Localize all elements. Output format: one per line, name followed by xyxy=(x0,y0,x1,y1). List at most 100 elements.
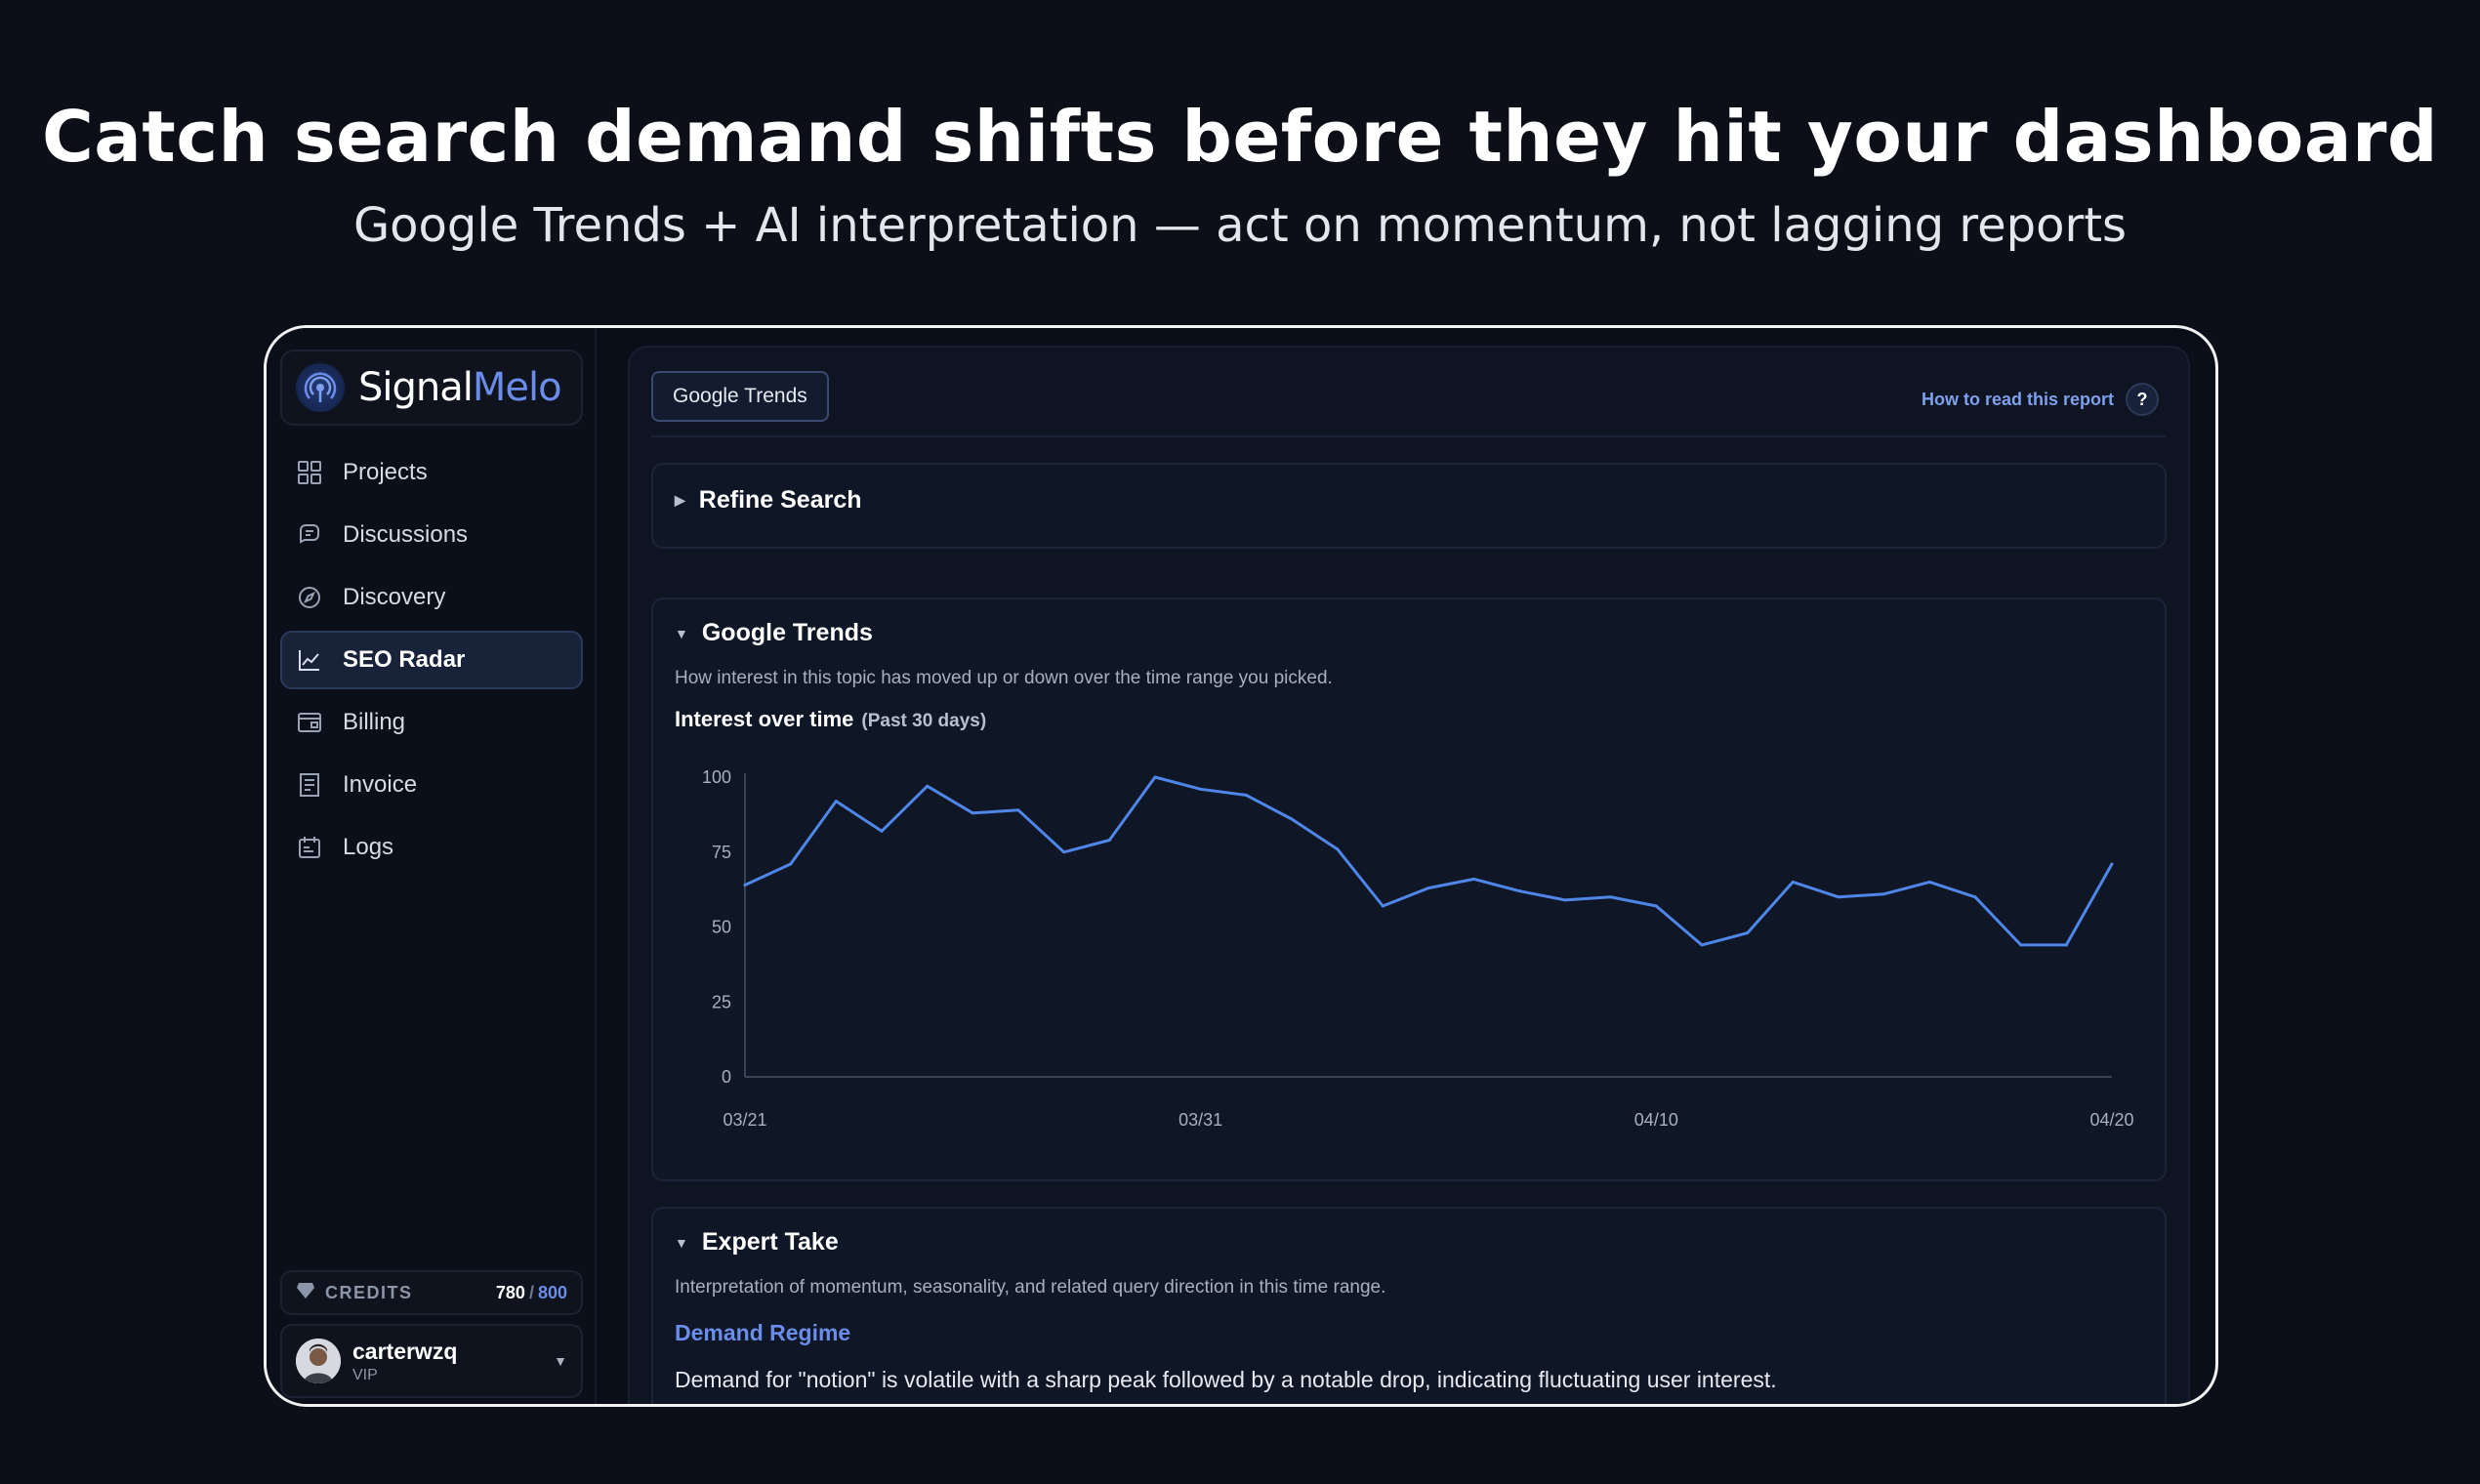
chat-icon xyxy=(296,521,323,549)
data-point xyxy=(1609,895,1613,899)
refine-search-panel[interactable]: ▶ Refine Search xyxy=(651,463,2167,549)
data-point xyxy=(1290,817,1294,821)
interest-over-time-chart: 0 25 50 75 100 03/21 03/31 04/10 04/20 xyxy=(702,767,2134,1130)
data-point xyxy=(1107,838,1111,842)
sidebar-item-label: SEO Radar xyxy=(343,646,466,673)
sidebar-item-label: Discovery xyxy=(343,584,446,610)
sidebar-item-discovery[interactable]: Discovery xyxy=(280,568,583,627)
data-point xyxy=(1837,895,1840,899)
compass-icon xyxy=(296,584,323,611)
refine-search-title: Refine Search xyxy=(698,486,862,514)
sidebar-item-logs[interactable]: Logs xyxy=(280,818,583,877)
chart-title: Interest over time (Past 30 days) xyxy=(675,707,987,731)
sidebar-item-billing[interactable]: Billing xyxy=(280,693,583,752)
data-point xyxy=(1882,892,1886,896)
credits-label: CREDITS xyxy=(325,1282,413,1302)
broadcast-icon xyxy=(296,363,345,412)
data-point xyxy=(1062,850,1066,854)
data-point xyxy=(1153,775,1157,779)
data-point xyxy=(1700,943,1704,947)
data-point xyxy=(743,884,747,887)
x-tick-label: 04/20 xyxy=(2089,1110,2133,1130)
data-point xyxy=(1563,898,1567,902)
main-content: Google Trends How to read this report ? … xyxy=(628,346,2190,1404)
user-name: carterwzq xyxy=(352,1338,458,1364)
wallet-icon xyxy=(296,709,323,736)
data-point xyxy=(1426,886,1430,890)
user-role: VIP xyxy=(352,1366,378,1383)
google-trends-description: How interest in this topic has moved up … xyxy=(675,668,1333,688)
chart-line-icon xyxy=(296,646,323,674)
y-tick-label: 0 xyxy=(722,1067,731,1087)
credits-meter: CREDITS 780/800 xyxy=(280,1270,583,1315)
data-point xyxy=(2019,943,2023,947)
y-tick-label: 100 xyxy=(702,767,731,787)
expert-take-description: Interpretation of momentum, seasonality,… xyxy=(675,1277,1386,1298)
sidebar-item-seo-radar[interactable]: SEO Radar xyxy=(280,631,583,689)
sidebar: SignalMelo Projects xyxy=(267,328,597,1404)
data-point xyxy=(789,862,793,866)
user-menu[interactable]: carterwzq VIP ▼ xyxy=(280,1324,583,1398)
divider xyxy=(651,435,2167,437)
sidebar-nav: Projects Discussions Discovery xyxy=(280,443,583,881)
data-point xyxy=(880,829,884,833)
data-point xyxy=(1381,904,1385,908)
data-point xyxy=(1244,793,1248,797)
expert-take-title: Expert Take xyxy=(701,1228,839,1256)
grid-icon xyxy=(296,459,323,486)
y-tick-label: 25 xyxy=(712,992,731,1011)
caret-right-icon: ▶ xyxy=(675,492,685,508)
x-tick-label: 03/21 xyxy=(723,1110,766,1130)
brand-name: SignalMelo xyxy=(358,365,562,410)
demand-regime-text: Demand for "notion" is volatile with a s… xyxy=(675,1367,1777,1392)
data-point xyxy=(2064,943,2068,947)
google-trends-title: Google Trends xyxy=(701,619,873,646)
sidebar-item-invoice[interactable]: Invoice xyxy=(280,756,583,814)
x-tick-label: 03/31 xyxy=(1178,1110,1222,1130)
hero-subtitle: Google Trends + AI interpretation — act … xyxy=(352,198,2128,253)
calendar-icon xyxy=(296,834,323,861)
series-line xyxy=(743,775,2114,947)
avatar xyxy=(296,1339,341,1383)
data-point xyxy=(834,800,838,804)
expert-take-header[interactable]: ▼ Expert Take xyxy=(675,1228,839,1257)
hero-title: Catch search demand shifts before they h… xyxy=(41,96,2439,178)
data-point xyxy=(1791,880,1795,884)
data-point xyxy=(1472,877,1476,881)
data-point xyxy=(1654,904,1658,908)
diamond-icon xyxy=(296,1282,315,1304)
caret-down-icon: ▼ xyxy=(675,1234,688,1251)
google-trends-panel: ▼ Google Trends How interest in this top… xyxy=(651,598,2167,1181)
data-point xyxy=(1336,847,1340,851)
sidebar-item-label: Discussions xyxy=(343,521,469,548)
brand-logo[interactable]: SignalMelo xyxy=(280,350,583,426)
google-trends-header[interactable]: ▼ Google Trends xyxy=(675,619,873,647)
help-icon: ? xyxy=(2126,383,2159,416)
caret-down-icon: ▼ xyxy=(675,625,688,641)
credits-value: 780/800 xyxy=(495,1282,567,1302)
data-point xyxy=(1016,808,1020,812)
refine-search-header[interactable]: ▶ Refine Search xyxy=(675,486,862,515)
sidebar-item-label: Billing xyxy=(343,709,406,735)
x-tick-label: 04/10 xyxy=(1634,1110,1678,1130)
help-link[interactable]: How to read this report ? xyxy=(1895,383,2188,416)
data-point xyxy=(926,784,930,788)
sidebar-item-label: Invoice xyxy=(343,771,418,798)
tab-google-trends[interactable]: Google Trends xyxy=(651,371,829,422)
demand-regime-label: Demand Regime xyxy=(675,1320,851,1345)
data-point xyxy=(1927,880,1931,884)
chevron-down-icon: ▼ xyxy=(554,1353,567,1369)
help-link-label: How to read this report xyxy=(1921,389,2114,409)
data-point xyxy=(1746,931,1750,935)
data-point xyxy=(1973,895,1977,899)
sidebar-item-label: Logs xyxy=(343,834,394,860)
expert-take-panel: ▼ Expert Take Interpretation of momentum… xyxy=(651,1207,2167,1404)
data-point xyxy=(2110,862,2114,866)
data-point xyxy=(1199,787,1203,791)
sidebar-item-discussions[interactable]: Discussions xyxy=(280,506,583,564)
app-window: SignalMelo Projects xyxy=(264,325,2218,1407)
sidebar-item-label: Projects xyxy=(343,459,428,485)
data-point xyxy=(1517,889,1521,893)
sidebar-item-projects[interactable]: Projects xyxy=(280,443,583,502)
y-tick-label: 50 xyxy=(712,918,731,937)
